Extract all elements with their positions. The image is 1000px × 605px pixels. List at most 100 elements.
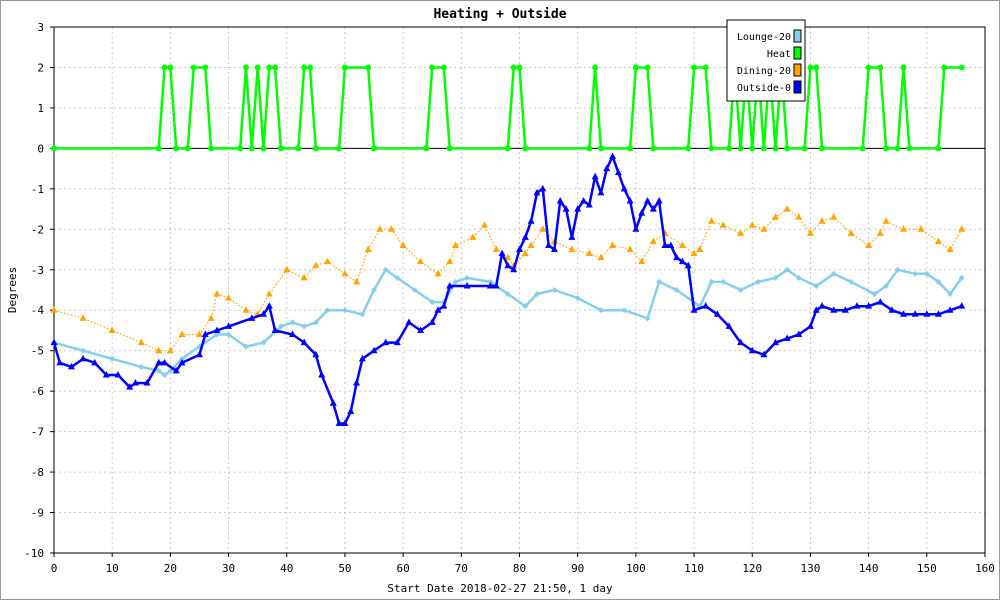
- series-layer: [50, 64, 966, 427]
- data-point: [841, 306, 849, 313]
- data-point: [708, 145, 715, 152]
- data-point: [434, 269, 442, 277]
- data-point: [551, 287, 558, 293]
- data-point: [202, 64, 209, 71]
- data-point: [504, 253, 512, 261]
- data-point: [347, 407, 355, 414]
- data-point: [865, 302, 873, 309]
- data-point: [91, 358, 99, 366]
- data-point: [958, 274, 965, 281]
- data-point: [80, 347, 87, 354]
- data-point: [359, 311, 366, 318]
- data-point: [248, 314, 256, 321]
- data-point: [597, 145, 604, 152]
- data-point: [417, 326, 425, 333]
- data-point: [329, 399, 337, 406]
- data-point: [760, 225, 768, 232]
- data-point: [265, 290, 273, 297]
- data-point: [597, 188, 605, 196]
- data-point: [574, 295, 581, 302]
- data-point: [213, 326, 221, 333]
- y-tick-label: 0: [37, 142, 44, 155]
- y-axis-label: Degrees: [6, 267, 19, 313]
- data-point: [684, 261, 692, 269]
- data-point: [935, 278, 942, 285]
- data-point: [399, 241, 407, 248]
- data-point: [190, 64, 197, 71]
- x-tick-label: 20: [164, 562, 177, 575]
- data-point: [585, 201, 593, 208]
- data-point: [481, 221, 489, 228]
- data-point: [958, 302, 966, 309]
- data-point: [784, 266, 791, 273]
- data-point: [423, 145, 430, 152]
- data-point: [295, 145, 302, 152]
- data-point: [440, 64, 447, 71]
- data-point: [644, 64, 651, 71]
- data-point: [783, 334, 791, 342]
- data-point: [138, 363, 145, 370]
- y-tick-label: -2: [31, 223, 44, 236]
- series-heat: [51, 64, 965, 152]
- data-point: [586, 145, 593, 152]
- data-point: [900, 310, 908, 317]
- data-point: [649, 205, 657, 212]
- data-point: [492, 281, 500, 289]
- data-point: [748, 346, 756, 354]
- data-point: [690, 249, 698, 257]
- x-tick-label: 60: [397, 562, 410, 575]
- data-point: [387, 225, 395, 232]
- data-point: [370, 346, 378, 354]
- data-point: [888, 306, 896, 313]
- data-point: [167, 367, 174, 374]
- data-point: [486, 281, 494, 289]
- data-point: [109, 355, 116, 362]
- y-tick-label: -1: [31, 183, 44, 196]
- data-point: [179, 355, 186, 362]
- data-point: [877, 64, 884, 71]
- data-point: [510, 64, 517, 71]
- legend-swatch-lounge-20: [793, 29, 802, 43]
- x-tick-label: 140: [859, 562, 879, 575]
- data-point: [108, 326, 116, 333]
- data-point: [446, 145, 453, 152]
- data-point: [585, 249, 593, 257]
- data-point: [440, 302, 448, 309]
- data-point: [725, 322, 733, 329]
- data-point: [289, 330, 297, 338]
- data-point: [678, 241, 686, 248]
- data-point: [172, 366, 180, 374]
- data-point: [487, 278, 494, 285]
- data-point: [207, 314, 215, 321]
- legend-swatch-heat: [793, 46, 802, 60]
- data-point: [562, 205, 570, 212]
- data-point: [161, 358, 169, 366]
- data-point: [79, 314, 87, 321]
- data-point: [312, 145, 319, 152]
- data-point: [516, 64, 523, 71]
- data-point: [568, 233, 576, 240]
- data-point: [737, 338, 745, 346]
- x-tick-label: 70: [455, 562, 468, 575]
- series-outside-0: [50, 152, 966, 427]
- data-point: [673, 287, 680, 293]
- data-point: [644, 315, 651, 322]
- data-point: [393, 338, 401, 346]
- data-point: [876, 229, 884, 236]
- data-point: [883, 282, 890, 289]
- data-point: [539, 225, 547, 232]
- data-point: [597, 253, 605, 261]
- data-point: [946, 306, 954, 313]
- data-point: [627, 145, 634, 152]
- data-point: [917, 225, 925, 232]
- data-point: [784, 145, 791, 152]
- data-point: [259, 310, 267, 317]
- y-tick-label: -10: [24, 547, 44, 560]
- data-point: [719, 221, 727, 228]
- data-point: [521, 233, 529, 240]
- y-tick-label: -3: [31, 264, 44, 277]
- y-tick-label: 2: [37, 61, 44, 74]
- data-point: [592, 64, 599, 71]
- data-point: [300, 338, 308, 346]
- data-point: [341, 269, 349, 277]
